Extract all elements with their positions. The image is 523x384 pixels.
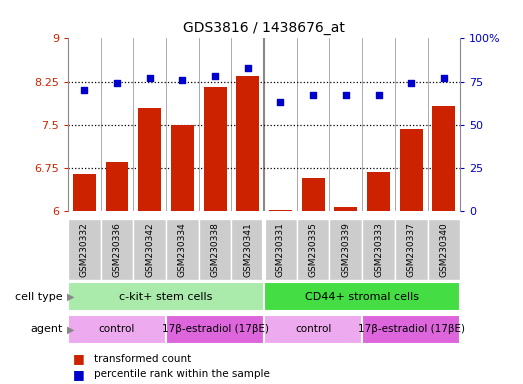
Point bbox=[113, 80, 121, 86]
Bar bbox=[264, 220, 297, 280]
Point bbox=[80, 87, 88, 93]
Bar bbox=[269, 210, 292, 211]
Point bbox=[309, 92, 317, 98]
Point bbox=[145, 75, 154, 81]
Bar bbox=[264, 282, 460, 311]
Bar bbox=[68, 314, 166, 344]
Text: c-kit+ stem cells: c-kit+ stem cells bbox=[119, 291, 213, 302]
Bar bbox=[433, 106, 456, 211]
Bar bbox=[231, 220, 264, 280]
Bar bbox=[166, 220, 199, 280]
Text: GSM230336: GSM230336 bbox=[112, 222, 121, 277]
Point bbox=[374, 92, 383, 98]
Text: GSM230339: GSM230339 bbox=[342, 222, 350, 277]
Text: GSM230331: GSM230331 bbox=[276, 222, 285, 277]
Bar bbox=[100, 220, 133, 280]
Text: agent: agent bbox=[30, 324, 63, 334]
Bar bbox=[395, 220, 428, 280]
Title: GDS3816 / 1438676_at: GDS3816 / 1438676_at bbox=[183, 21, 345, 35]
Bar bbox=[334, 207, 357, 211]
Text: GSM230335: GSM230335 bbox=[309, 222, 317, 277]
Point bbox=[211, 73, 219, 79]
Bar bbox=[199, 220, 231, 280]
Text: ■: ■ bbox=[73, 368, 85, 381]
Point bbox=[342, 92, 350, 98]
Text: GSM230342: GSM230342 bbox=[145, 223, 154, 277]
Bar bbox=[297, 220, 329, 280]
Text: GSM230341: GSM230341 bbox=[243, 223, 252, 277]
Bar bbox=[400, 129, 423, 211]
Bar bbox=[68, 282, 264, 311]
Text: ▶: ▶ bbox=[67, 324, 74, 334]
Text: 17β-estradiol (17βE): 17β-estradiol (17βE) bbox=[162, 324, 269, 334]
Bar bbox=[367, 172, 390, 211]
Text: 17β-estradiol (17βE): 17β-estradiol (17βE) bbox=[358, 324, 465, 334]
Bar bbox=[68, 220, 100, 280]
Bar bbox=[73, 174, 96, 211]
Point bbox=[407, 80, 415, 86]
Text: ▶: ▶ bbox=[67, 291, 74, 302]
Bar bbox=[264, 314, 362, 344]
Text: cell type: cell type bbox=[15, 291, 63, 302]
Text: GSM230333: GSM230333 bbox=[374, 222, 383, 277]
Bar bbox=[236, 76, 259, 211]
Text: GSM230332: GSM230332 bbox=[80, 223, 89, 277]
Point bbox=[276, 99, 285, 105]
Bar bbox=[362, 314, 460, 344]
Bar bbox=[133, 220, 166, 280]
Bar bbox=[166, 314, 264, 344]
Bar bbox=[362, 220, 395, 280]
Text: control: control bbox=[295, 324, 332, 334]
Text: percentile rank within the sample: percentile rank within the sample bbox=[94, 369, 270, 379]
Bar bbox=[106, 162, 129, 211]
Bar bbox=[302, 178, 325, 211]
Text: GSM230338: GSM230338 bbox=[211, 222, 220, 277]
Point bbox=[244, 65, 252, 71]
Bar bbox=[428, 220, 460, 280]
Text: ■: ■ bbox=[73, 353, 85, 366]
Text: GSM230334: GSM230334 bbox=[178, 223, 187, 277]
Bar bbox=[329, 220, 362, 280]
Text: CD44+ stromal cells: CD44+ stromal cells bbox=[305, 291, 419, 302]
Point bbox=[440, 75, 448, 81]
Text: control: control bbox=[99, 324, 135, 334]
Text: GSM230337: GSM230337 bbox=[407, 222, 416, 277]
Point bbox=[178, 77, 187, 83]
Text: GSM230340: GSM230340 bbox=[439, 223, 448, 277]
Bar bbox=[203, 87, 226, 211]
Text: transformed count: transformed count bbox=[94, 354, 191, 364]
Bar bbox=[138, 108, 161, 211]
Bar bbox=[171, 125, 194, 211]
